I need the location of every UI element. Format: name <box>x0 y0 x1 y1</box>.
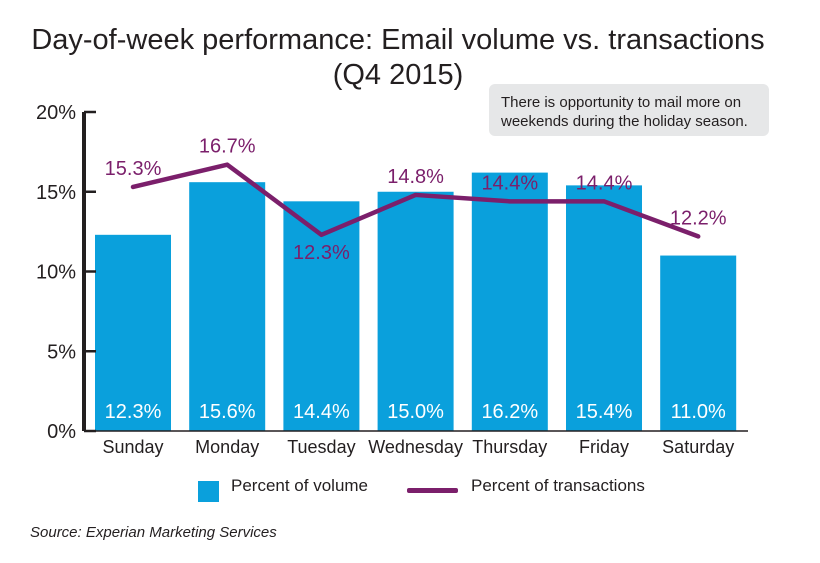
bar-value-label: 15.0% <box>387 401 444 423</box>
transactions-line <box>130 162 701 239</box>
x-tick-label: Tuesday <box>287 437 355 457</box>
bar-value-label: 11.0% <box>671 401 726 423</box>
y-tick-label: 20% <box>36 102 76 124</box>
legend-volume-swatch <box>198 481 219 502</box>
line-value-label: 14.4% <box>481 172 538 194</box>
legend-transactions-label: Percent of transactions <box>471 476 645 495</box>
bar-value-label: 15.4% <box>576 401 633 423</box>
line-value-label: 14.4% <box>576 172 633 194</box>
line-value-label: 12.2% <box>670 207 727 229</box>
bar-value-label: 12.3% <box>105 401 162 423</box>
chart-subtitle: (Q4 2015) <box>332 59 464 91</box>
bar-saturday <box>660 255 737 431</box>
x-tick-label: Sunday <box>102 437 163 457</box>
bar-monday <box>189 182 266 431</box>
bar-tuesday <box>283 201 360 431</box>
line-value-label: 14.8% <box>387 166 444 188</box>
y-tick-label: 15% <box>36 182 76 204</box>
x-tick-label: Saturday <box>662 437 734 457</box>
legend-volume-label: Percent of volume <box>231 476 369 495</box>
bar-wednesday <box>377 191 454 431</box>
x-tick-label: Friday <box>579 437 629 457</box>
bar-friday <box>566 185 642 431</box>
y-tick-label: 10% <box>36 262 76 284</box>
bar-value-label: 16.2% <box>481 401 538 423</box>
legend-transactions-swatch <box>407 488 458 493</box>
line-value-label: 16.7% <box>199 136 256 158</box>
chart-title: Day-of-week performance: Email volume vs… <box>31 24 765 56</box>
bar-sunday <box>95 234 171 431</box>
line-value-label: 15.3% <box>105 158 162 180</box>
x-tick-label: Thursday <box>472 437 547 457</box>
bar-value-label: 15.6% <box>199 401 256 423</box>
line-value-label: 12.3% <box>293 242 350 264</box>
bar-value-label: 14.4% <box>293 401 350 423</box>
annotation-callout: There is opportunity to mail more on wee… <box>489 84 769 136</box>
x-tick-label: Wednesday <box>368 437 463 457</box>
y-tick-label: 0% <box>47 421 76 443</box>
source-note: Source: Experian Marketing Services <box>30 524 277 541</box>
y-tick-label: 5% <box>47 341 76 363</box>
x-tick-label: Monday <box>195 437 259 457</box>
bar-thursday <box>471 172 548 432</box>
